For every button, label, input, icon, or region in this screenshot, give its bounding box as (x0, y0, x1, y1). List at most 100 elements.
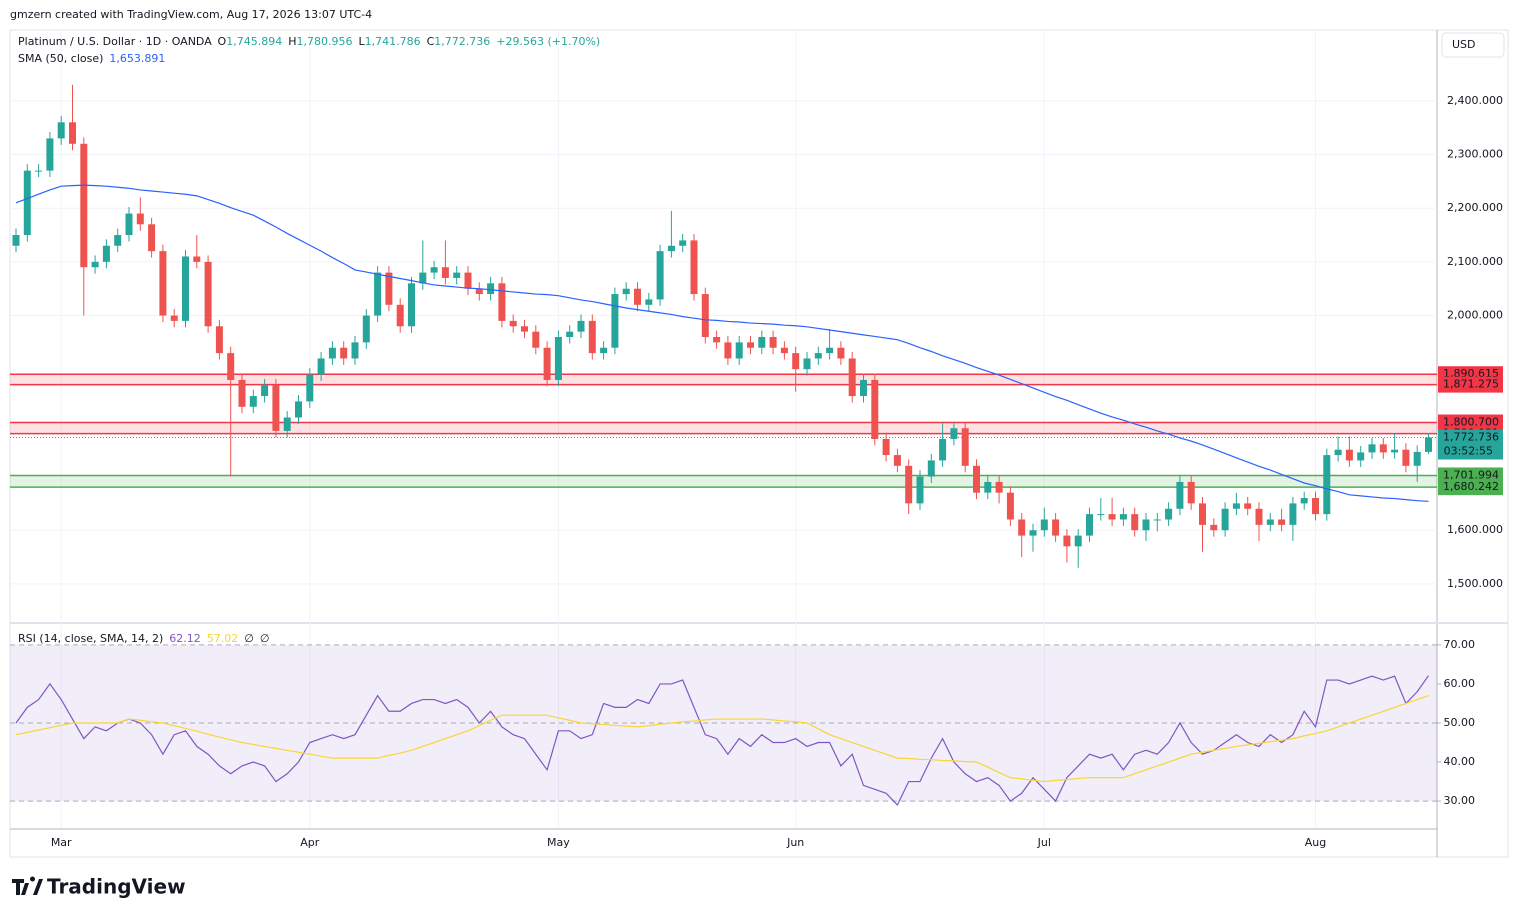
last-price-box (1438, 429, 1503, 460)
candle-body (1425, 437, 1432, 452)
currency-button[interactable] (1441, 32, 1505, 58)
candle-body (475, 288, 483, 295)
x-tick-label: May (547, 836, 570, 849)
candle-body (148, 224, 156, 252)
zone-lower-label: 1,680.242 (1443, 480, 1499, 493)
legend-item: +29.563 (+1.70%) (496, 35, 600, 48)
candle-body (973, 465, 980, 493)
candle-body (396, 304, 404, 327)
candle-body (1040, 519, 1048, 531)
candle-body (12, 235, 20, 246)
candle-body (1097, 514, 1105, 516)
candle-body (487, 283, 495, 295)
candle-body (182, 256, 189, 321)
candle-body (543, 347, 551, 380)
brand: TradingView (47, 875, 186, 899)
y-tick-label: 1,500.000 (1447, 577, 1503, 590)
candle-body (238, 379, 246, 407)
candle-body (1029, 530, 1037, 536)
x-tick-label: Jun (786, 836, 804, 849)
attribution: gmzern created with TradingView.com, Aug… (10, 8, 372, 21)
candle-body (1086, 514, 1093, 536)
candle-body (927, 460, 935, 477)
candle-body (893, 455, 901, 466)
legend-item: SMA (50, close) (18, 52, 103, 65)
candle-body (1063, 535, 1071, 547)
candle-body (1165, 508, 1173, 520)
candle-body (882, 438, 890, 456)
zone-upper-label: 1,800.700 (1443, 416, 1499, 429)
candle-body (362, 315, 370, 343)
candle-body (91, 261, 99, 268)
candle-body (871, 379, 879, 439)
frame (9, 29, 1509, 858)
y-tick-label: 1,600.000 (1447, 523, 1503, 536)
candle-body (215, 326, 223, 354)
candle-body (1153, 519, 1161, 521)
candle-body (464, 272, 472, 289)
candle-body (441, 267, 449, 278)
candle-body (1074, 535, 1082, 547)
candle-body (1176, 481, 1184, 509)
candle-body (848, 358, 856, 397)
candle-body (837, 347, 845, 359)
legend-item: 1,741.786 (365, 35, 421, 48)
candle-body (1266, 519, 1274, 525)
candle-body (1052, 519, 1060, 536)
candle-body (1413, 451, 1421, 466)
candle-body (532, 331, 540, 348)
candle-body (577, 320, 585, 332)
candle-body (826, 347, 834, 354)
legend-item: O (218, 35, 227, 48)
y-tick-label: 2,200.000 (1447, 201, 1503, 214)
candle-body (1345, 449, 1353, 461)
candle-body (735, 342, 743, 359)
legend-item: 57.02 (207, 632, 239, 645)
candle-body (125, 213, 133, 236)
y-tick-label: 60.00 (1444, 677, 1476, 690)
candle-body (634, 288, 641, 305)
candle-body (1221, 508, 1229, 531)
logo-mark (12, 876, 43, 895)
candle-body (747, 342, 754, 348)
candle-body (1108, 514, 1116, 520)
legend: Platinum / U.S. Dollar · 1D · OANDA O1,74… (18, 35, 600, 48)
last-price-label: 1,772.736 (1443, 431, 1499, 444)
y-tick-label: 40.00 (1444, 755, 1476, 768)
candle-body (803, 358, 811, 370)
legend-item: H (288, 35, 296, 48)
candle-body (374, 272, 382, 316)
y-tick-label: 50.00 (1444, 716, 1476, 729)
candle-body (667, 245, 675, 252)
candle-body (1131, 514, 1139, 531)
legend-item: 1,772.736 (434, 35, 490, 48)
candle-body (1357, 452, 1365, 461)
legend-item: ∅ (260, 632, 270, 645)
x-tick-label: Aug (1305, 836, 1326, 849)
candle-body (1142, 519, 1150, 531)
candle-body (136, 213, 144, 225)
candle-body (1368, 444, 1376, 453)
candle-body (860, 379, 867, 397)
legend-item: C (427, 35, 435, 48)
candle-body (1391, 449, 1399, 453)
legend-item: 1,780.956 (296, 35, 352, 48)
legend: RSI (14, close, SMA, 14, 2) 62.12 57.02 ∅ ∅ (18, 632, 269, 645)
x-tick-label: Mar (51, 836, 72, 849)
candle-body (950, 428, 958, 439)
candle-body (645, 299, 653, 305)
rsi-line (15, 675, 1429, 807)
candle-body (204, 261, 212, 327)
candle-body (1210, 524, 1218, 531)
candle-body (351, 342, 359, 359)
candle-body (23, 170, 31, 236)
y-tick-label: 70.00 (1444, 638, 1476, 651)
currency[interactable]: USD (1452, 38, 1476, 51)
y-tick-label: 2,300.000 (1447, 148, 1503, 161)
candle-body (295, 401, 302, 418)
candle-body (1244, 503, 1252, 509)
zone-lower-box (1438, 376, 1503, 393)
candle-body (679, 240, 687, 246)
candle-body (1187, 481, 1195, 504)
